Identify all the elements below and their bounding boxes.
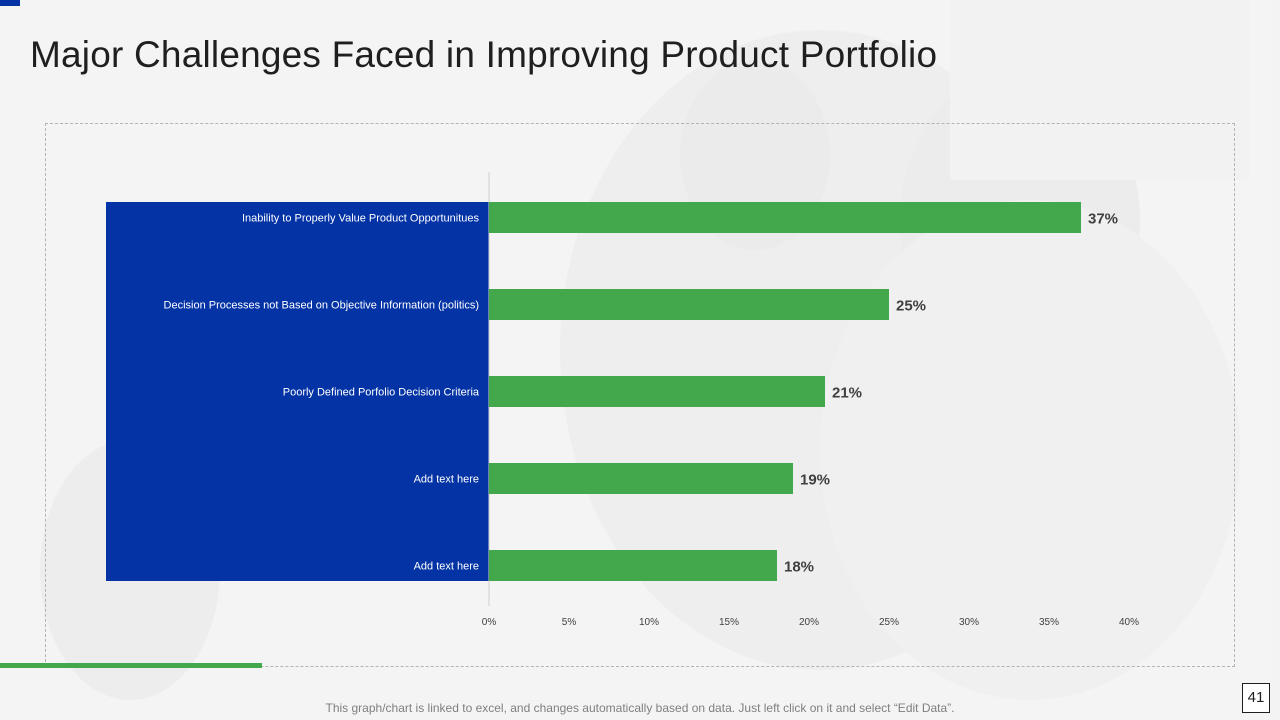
page-title: Major Challenges Faced in Improving Prod… <box>30 34 938 75</box>
corner-accent-mark <box>0 0 20 6</box>
data-label: 37% <box>1088 211 1118 228</box>
x-tick-label: 15% <box>719 617 739 628</box>
data-label: 18% <box>784 559 814 576</box>
bar[interactable] <box>489 376 825 407</box>
x-tick-label: 25% <box>879 617 899 628</box>
category-label: Decision Processes not Based on Objectiv… <box>164 300 479 312</box>
accent-line <box>0 663 262 668</box>
page-number: 41 <box>1242 683 1270 713</box>
data-label: 25% <box>896 298 926 315</box>
bar[interactable] <box>489 289 889 320</box>
x-tick-label: 40% <box>1119 617 1139 628</box>
chart-frame <box>45 123 1235 667</box>
data-label: 21% <box>832 385 862 402</box>
category-label: Add text here <box>414 474 479 486</box>
bar[interactable] <box>489 202 1081 233</box>
x-tick-label: 30% <box>959 617 979 628</box>
x-tick-label: 10% <box>639 617 659 628</box>
x-tick-label: 35% <box>1039 617 1059 628</box>
category-label: Add text here <box>414 561 479 573</box>
bar[interactable] <box>489 463 793 494</box>
bar[interactable] <box>489 550 777 581</box>
category-label-panel <box>106 202 489 581</box>
footnote: This graph/chart is linked to excel, and… <box>325 701 955 715</box>
x-tick-label: 20% <box>799 617 819 628</box>
data-label: 19% <box>800 472 830 489</box>
category-label: Poorly Defined Porfolio Decision Criteri… <box>283 387 480 399</box>
x-tick-label: 0% <box>482 617 497 628</box>
x-tick-label: 5% <box>562 617 577 628</box>
category-label: Inability to Properly Value Product Oppo… <box>242 213 480 225</box>
